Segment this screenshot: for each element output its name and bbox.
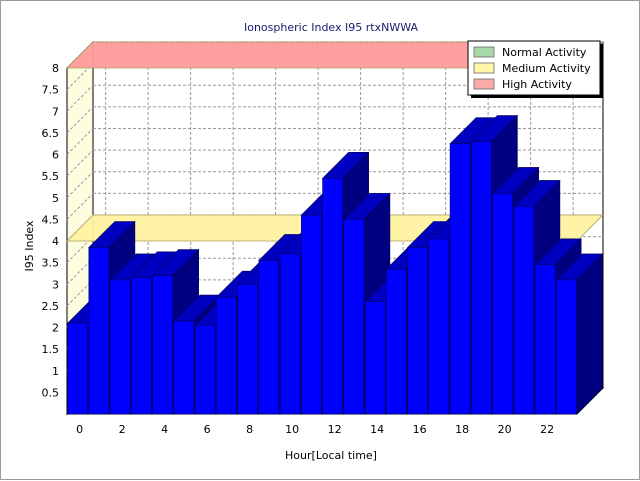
- y-tick-label: 0.5: [42, 386, 60, 399]
- x-tick-label: 12: [328, 423, 342, 436]
- y-tick-label: 2: [52, 322, 59, 335]
- bar-front: [343, 219, 365, 415]
- x-axis-label: Hour[Local time]: [285, 449, 377, 462]
- chart-title: Ionospheric Index I95 rtxNWWA: [244, 21, 418, 34]
- plot-area: 0.5 1 1.5 2 2.5 3 3.5 4 4.5 5 5.5 6 6.5 7 7.5 8 0 2 4 6 8 10 1…: [42, 40, 605, 436]
- y-tick-label: 1: [52, 365, 59, 378]
- gridline-y-side: [66, 106, 94, 134]
- legend: Normal Activity Medium Activity High Activ…: [467, 40, 603, 98]
- y-tick-label: 3: [52, 278, 59, 291]
- bar-front: [258, 260, 280, 415]
- y-tick-label: 6: [52, 149, 59, 162]
- y-axis-label: I95 Index: [23, 220, 36, 272]
- bar-front: [152, 275, 173, 415]
- bar-front: [471, 141, 492, 415]
- gridline-y-side: [66, 84, 94, 112]
- bar-front: [216, 296, 237, 415]
- x-tick-label: 0: [76, 423, 83, 436]
- x-tick-label: 10: [285, 423, 299, 436]
- x-tick-label: 18: [455, 423, 469, 436]
- bar-front: [386, 268, 407, 415]
- bar: [555, 253, 604, 415]
- y-tick-label: 6.5: [42, 127, 60, 140]
- gridline-y-side: [66, 128, 94, 155]
- x-tick-label: 4: [161, 423, 168, 436]
- gridline-y-side: [66, 171, 94, 199]
- y-tick-label: 2.5: [42, 300, 60, 313]
- x-tick-label: 2: [119, 423, 126, 436]
- bar-front: [109, 279, 131, 415]
- bar-front: [556, 279, 577, 415]
- legend-entry: Medium Activity: [502, 62, 591, 75]
- x-tick-label: 20: [498, 423, 512, 436]
- bar-front: [194, 325, 216, 415]
- legend-entry: High Activity: [502, 78, 572, 91]
- y-tick-label: 3.5: [42, 257, 60, 270]
- legend-swatch: [473, 78, 495, 90]
- legend-swatch: [473, 46, 495, 58]
- y-tick-label: 8: [52, 62, 59, 75]
- y-tick-label: 5.5: [42, 170, 60, 183]
- legend-swatch: [473, 62, 495, 74]
- legend-entry: Normal Activity: [502, 46, 587, 59]
- bar-front: [67, 322, 88, 415]
- y-tick-label: 4.5: [42, 213, 60, 226]
- x-tick-label: 16: [413, 423, 427, 436]
- bar-front: [88, 247, 110, 415]
- bar-front: [301, 214, 322, 415]
- bar-front: [449, 143, 471, 415]
- bar-front: [131, 277, 152, 415]
- bar-front: [513, 206, 535, 415]
- bar-front: [407, 247, 428, 415]
- y-tick-label: 5: [52, 192, 59, 205]
- y-tick-label: 7.5: [42, 84, 60, 97]
- gridline-y-side: [66, 193, 94, 220]
- x-tick-label: 6: [204, 423, 211, 436]
- y-tick-label: 4: [52, 235, 59, 248]
- bar-side: [576, 253, 603, 415]
- gridline-y-side: [66, 149, 94, 177]
- x-tick-label: 22: [540, 423, 554, 436]
- bar-front: [237, 283, 258, 415]
- y-tick-label: 7: [52, 105, 59, 118]
- bar-front: [364, 301, 386, 415]
- x-tick-label: 8: [246, 423, 253, 436]
- bar-front: [322, 177, 343, 415]
- bar-front: [534, 264, 556, 415]
- bar-front: [428, 238, 450, 415]
- bar-front: [492, 193, 513, 415]
- x-tick-label: 14: [370, 423, 384, 436]
- bar-front: [173, 320, 195, 415]
- bar-front: [279, 253, 301, 415]
- y-tick-label: 1.5: [42, 343, 60, 356]
